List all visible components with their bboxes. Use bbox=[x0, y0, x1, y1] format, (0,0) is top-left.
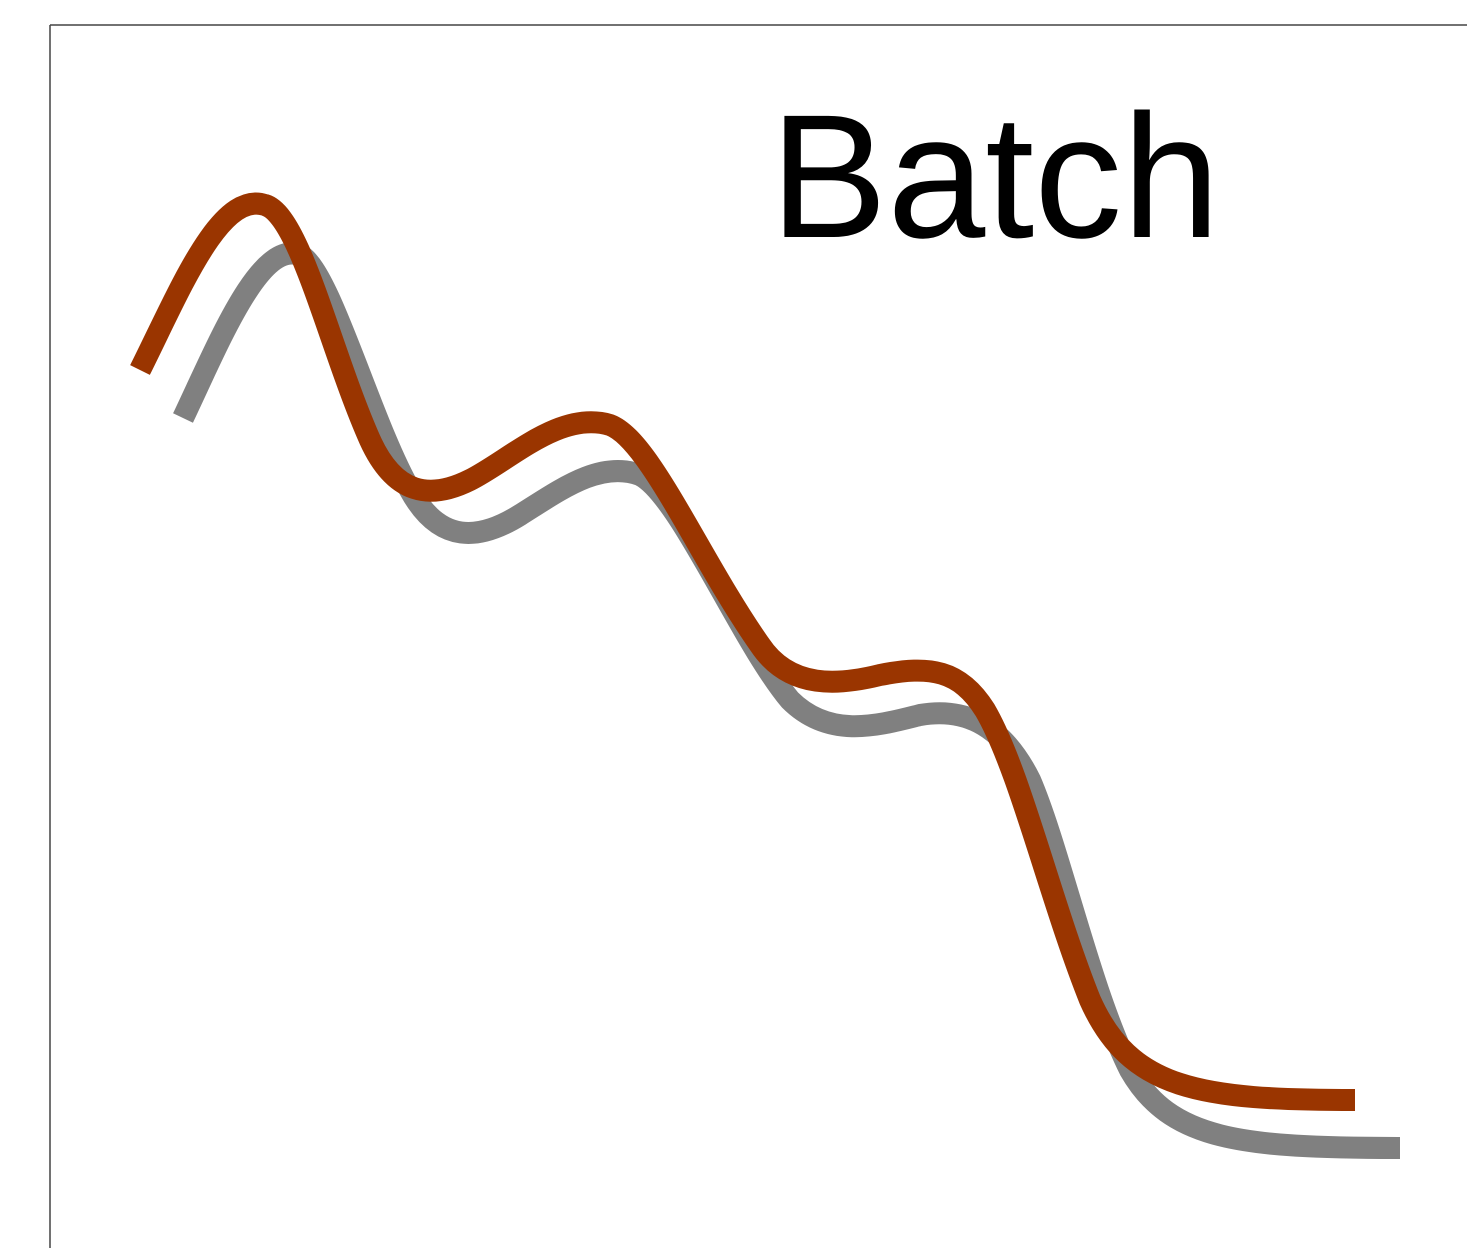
gray-curve bbox=[173, 242, 1401, 1159]
red-curve bbox=[130, 192, 1356, 1111]
title: Batch bbox=[770, 79, 1220, 275]
